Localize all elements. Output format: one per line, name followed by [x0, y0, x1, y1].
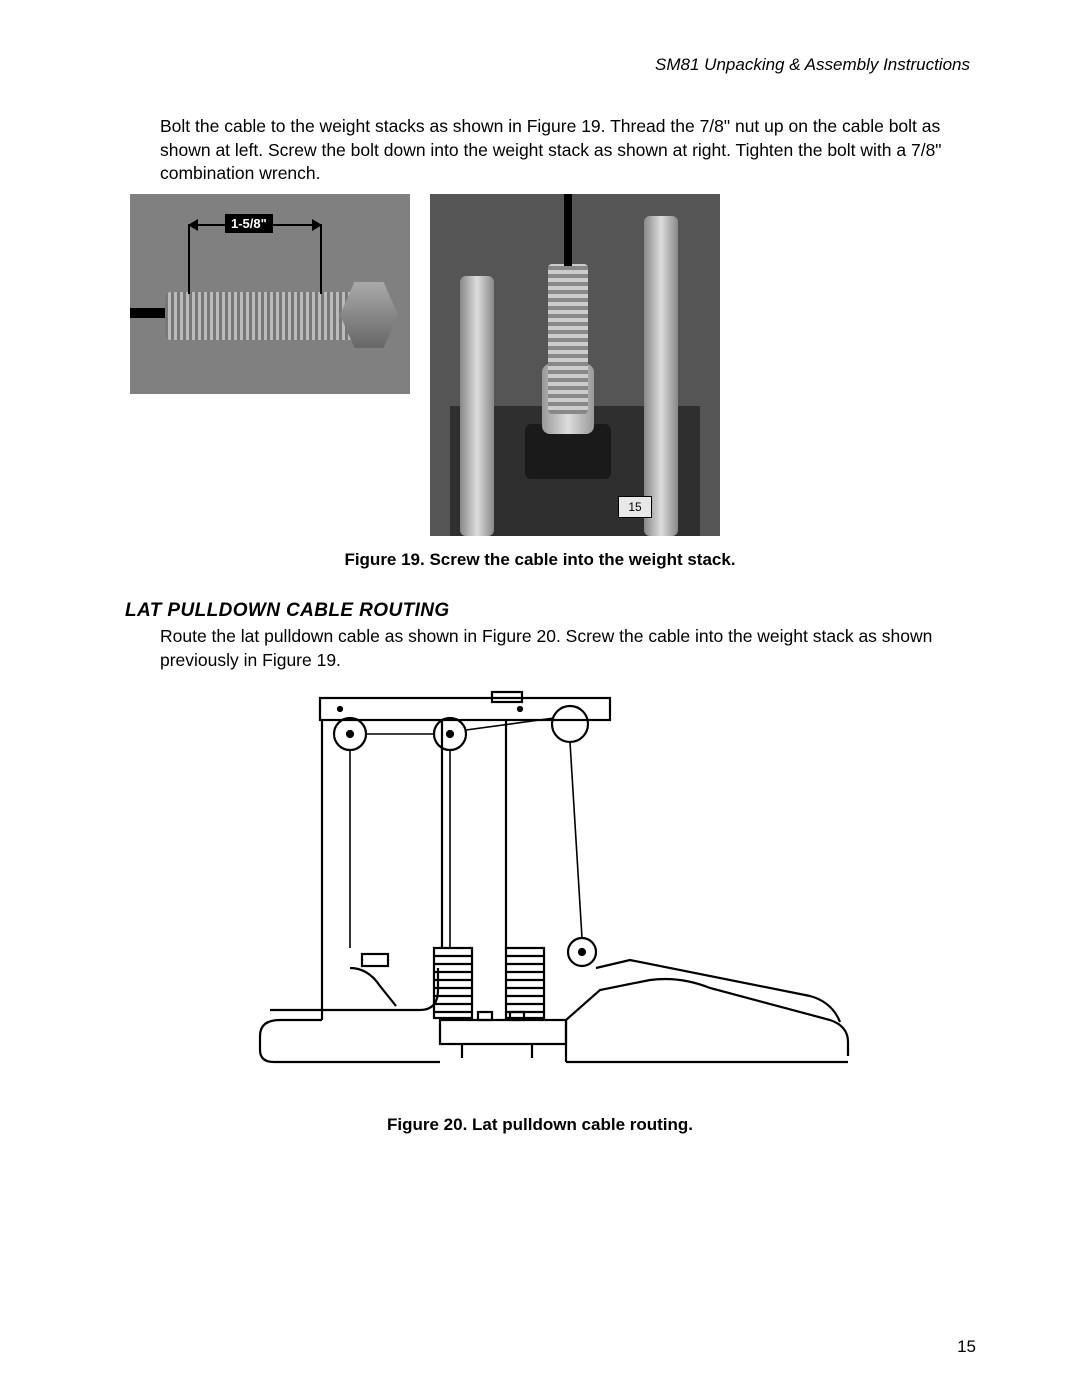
figure-19-photo-left: 1-5/8": [130, 194, 410, 394]
page-number: 15: [957, 1337, 976, 1357]
figure-19-photo-right: 15: [430, 194, 720, 536]
cable-icon: [564, 194, 572, 266]
guide-rod-icon: [644, 216, 678, 536]
figure-19-row: 1-5/8" 15: [130, 194, 980, 536]
figure-20-caption: Figure 20. Lat pulldown cable routing.: [100, 1115, 980, 1135]
weight-stack-right-icon: [506, 948, 544, 1018]
section-heading-lat-pulldown: LAT PULLDOWN CABLE ROUTING: [125, 600, 980, 622]
cable-icon: [130, 308, 170, 318]
weight-stack-left-icon: [434, 948, 472, 1018]
paragraph-1: Bolt the cable to the weight stacks as s…: [160, 115, 980, 186]
page-header: SM81 Unpacking & Assembly Instructions: [100, 55, 980, 75]
figure-20-wrap: [100, 690, 980, 1090]
document-page: SM81 Unpacking & Assembly Instructions B…: [0, 0, 1080, 1397]
lat-pulldown-diagram: [210, 690, 870, 1090]
paragraph-2: Route the lat pulldown cable as shown in…: [160, 625, 980, 672]
figure-19-caption: Figure 19. Screw the cable into the weig…: [100, 550, 980, 570]
dimension-line-icon: [188, 224, 190, 294]
dimension-label: 1-5/8": [225, 214, 273, 233]
guide-rod-icon: [460, 276, 494, 536]
dimension-line-icon: [320, 224, 322, 294]
weight-number-tag: 15: [618, 496, 652, 518]
bolt-threads-icon: [165, 292, 355, 340]
bolt-threads-icon: [548, 264, 588, 414]
